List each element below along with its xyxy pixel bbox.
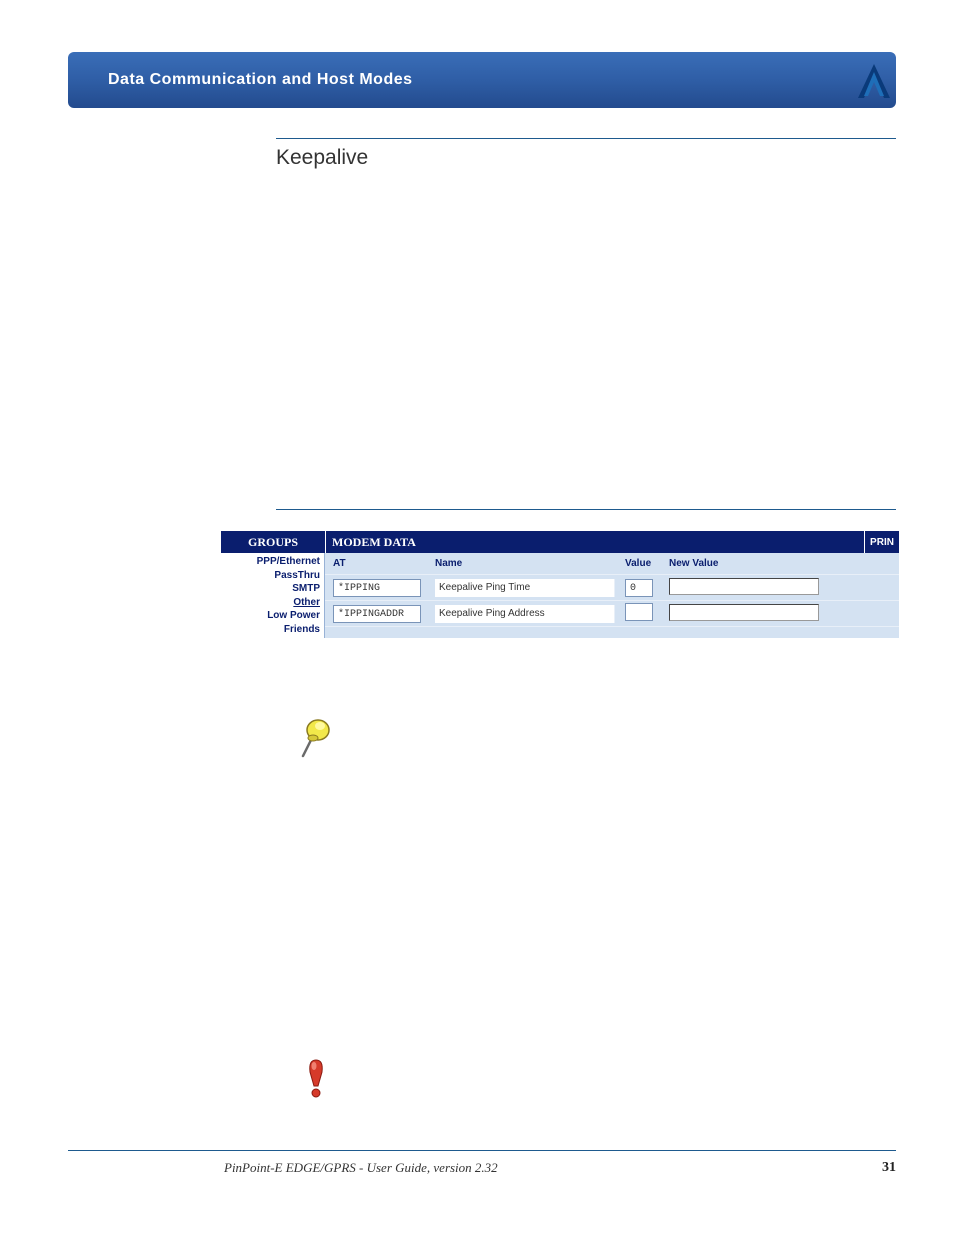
table-row: *IPPING Keepalive Ping Time 0 (325, 575, 899, 601)
col-newvalue: New Value (669, 558, 899, 569)
caution-icon (303, 1058, 329, 1098)
name-cell: Keepalive Ping Time (435, 579, 615, 597)
footer-text: PinPoint-E EDGE/GPRS - User Guide, versi… (224, 1160, 498, 1176)
pushpin-icon (298, 716, 334, 760)
newvalue-input[interactable] (669, 604, 819, 621)
col-value: Value (625, 558, 669, 569)
chapter-header-bar: Data Communication and Host Modes (68, 52, 896, 108)
sidebar-item-passthru[interactable]: PassThru (225, 569, 320, 583)
groups-sidebar: PPP/Ethernet PassThru SMTP Other Low Pow… (221, 553, 325, 638)
value-cell: 0 (625, 579, 653, 597)
sidebar-item-other[interactable]: Other (225, 596, 320, 610)
table-header-row: AT Name Value New Value (325, 553, 899, 575)
name-cell: Keepalive Ping Address (435, 605, 615, 623)
section-rule-top (276, 138, 896, 139)
prin-header: PRIN (865, 534, 899, 551)
section-title: Keepalive (276, 146, 368, 170)
newvalue-input[interactable] (669, 578, 819, 595)
sidebar-item-ppp[interactable]: PPP/Ethernet (225, 555, 320, 569)
screenshot-header: GROUPS MODEM DATA PRIN (221, 531, 899, 553)
section-rule-mid (276, 509, 896, 510)
table-row: *IPPINGADDR Keepalive Ping Address (325, 601, 899, 627)
sidebar-item-friends[interactable]: Friends (225, 623, 320, 637)
at-cell: *IPPINGADDR (333, 605, 421, 623)
groups-header: GROUPS (221, 532, 325, 553)
acemanager-screenshot: GROUPS MODEM DATA PRIN PPP/Ethernet Pass… (220, 530, 900, 639)
modemdata-header: MODEM DATA (326, 532, 864, 553)
airlink-logo-icon (854, 62, 894, 102)
col-name: Name (435, 558, 625, 569)
sidebar-item-lowpower[interactable]: Low Power (225, 609, 320, 623)
sidebar-item-smtp[interactable]: SMTP (225, 582, 320, 596)
screenshot-body: PPP/Ethernet PassThru SMTP Other Low Pow… (221, 553, 899, 638)
chapter-header-title: Data Communication and Host Modes (108, 71, 413, 89)
at-cell: *IPPING (333, 579, 421, 597)
footer-page-number: 31 (882, 1160, 896, 1176)
footer-rule (68, 1150, 896, 1151)
modemdata-table: AT Name Value New Value *IPPING Keepaliv… (325, 553, 899, 638)
value-cell (625, 603, 653, 621)
col-at: AT (325, 558, 435, 569)
